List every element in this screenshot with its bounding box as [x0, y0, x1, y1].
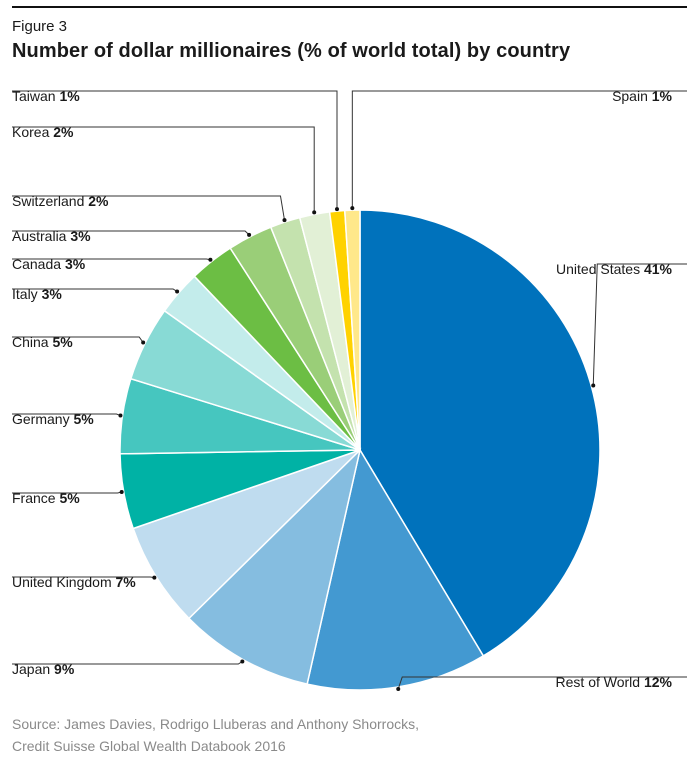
- leader-dot-united-kingdom: [152, 575, 157, 580]
- slice-label-united-states: United States 41%: [556, 261, 673, 277]
- slice-label-name: Italy: [12, 286, 42, 302]
- slice-label-germany: Germany 5%: [12, 411, 94, 427]
- slice-label-value: 9%: [54, 661, 75, 677]
- leader-dot-switzerland: [282, 218, 287, 223]
- leader-line-united-states: [592, 263, 687, 386]
- slice-label-value: 3%: [42, 286, 63, 302]
- slice-label-value: 12%: [644, 674, 673, 690]
- leader-dot-rest-of-world: [396, 686, 401, 691]
- slice-label-spain: Spain 1%: [612, 88, 672, 104]
- pie-slice-united-states: [359, 209, 601, 657]
- slice-label-value: 1%: [59, 88, 80, 104]
- slice-label-name: Canada: [12, 256, 65, 272]
- leader-dot-italy: [175, 289, 180, 294]
- source-line-1: Source: James Davies, Rodrigo Lluberas a…: [12, 716, 419, 732]
- leader-line-korea: [12, 126, 315, 213]
- leader-line-switzerland: [12, 195, 285, 221]
- slice-label-name: United States: [556, 261, 644, 277]
- slice-label-name: France: [12, 490, 59, 506]
- slice-label-australia: Australia 3%: [12, 228, 91, 244]
- slice-label-value: 2%: [53, 124, 74, 140]
- leader-line-rest-of-world: [397, 676, 687, 690]
- slice-label-value: 2%: [88, 193, 109, 209]
- leader-dot-canada: [208, 257, 213, 262]
- slice-label-value: 3%: [70, 228, 91, 244]
- slice-label-japan: Japan 9%: [12, 661, 75, 677]
- slice-label-italy: Italy 3%: [12, 286, 62, 302]
- slice-label-value: 41%: [644, 261, 673, 277]
- slice-label-switzerland: Switzerland 2%: [12, 193, 109, 209]
- figure-label: Figure 3: [12, 18, 68, 35]
- source-note: Source: James Davies, Rodrigo Lluberas a…: [12, 713, 419, 757]
- pie-slice-japan: [187, 447, 362, 686]
- slice-label-value: 1%: [652, 88, 673, 104]
- slice-label-canada: Canada 3%: [12, 256, 86, 272]
- leader-dot-united-states: [591, 383, 596, 388]
- leader-line-spain: [351, 90, 687, 209]
- leader-line-china: [12, 336, 144, 343]
- leader-dot-spain: [350, 206, 355, 211]
- slice-label-name: Australia: [12, 228, 70, 244]
- slice-label-name: United Kingdom: [12, 574, 116, 590]
- leader-dot-china: [141, 340, 146, 345]
- slice-label-value: 7%: [116, 574, 137, 590]
- top-rule: [12, 6, 687, 8]
- slice-label-name: Germany: [12, 411, 73, 427]
- slice-label-name: Japan: [12, 661, 54, 677]
- leader-dot-korea: [312, 210, 317, 215]
- slice-label-value: 5%: [59, 490, 80, 506]
- pie-slice-rest-of-world: [306, 448, 485, 691]
- leader-dot-japan: [240, 659, 245, 664]
- pie-slice-united-kingdom: [132, 449, 361, 620]
- slice-label-united-kingdom: United Kingdom 7%: [12, 574, 136, 590]
- slice-label-value: 5%: [52, 334, 73, 350]
- slice-label-name: China: [12, 334, 52, 350]
- slice-label-name: Spain: [612, 88, 652, 104]
- slice-label-korea: Korea 2%: [12, 124, 74, 140]
- source-line-2: Credit Suisse Global Wealth Databook 201…: [12, 738, 286, 754]
- slice-label-name: Rest of World: [556, 674, 644, 690]
- slice-label-value: 5%: [73, 411, 94, 427]
- leader-dot-france: [119, 490, 124, 495]
- slice-label-name: Korea: [12, 124, 53, 140]
- slice-label-taiwan: Taiwan 1%: [12, 88, 80, 104]
- slice-label-china: China 5%: [12, 334, 73, 350]
- slice-label-name: Taiwan: [12, 88, 59, 104]
- leader-dot-australia: [247, 232, 252, 237]
- leader-dot-germany: [118, 413, 123, 418]
- leader-dot-taiwan: [334, 207, 339, 212]
- leader-line-taiwan: [12, 90, 338, 210]
- slice-label-rest-of-world: Rest of World 12%: [556, 674, 673, 690]
- chart-title: Number of dollar millionaires (% of worl…: [12, 40, 571, 62]
- slice-label-name: Switzerland: [12, 193, 88, 209]
- slice-label-france: France 5%: [12, 490, 80, 506]
- slice-label-value: 3%: [65, 256, 86, 272]
